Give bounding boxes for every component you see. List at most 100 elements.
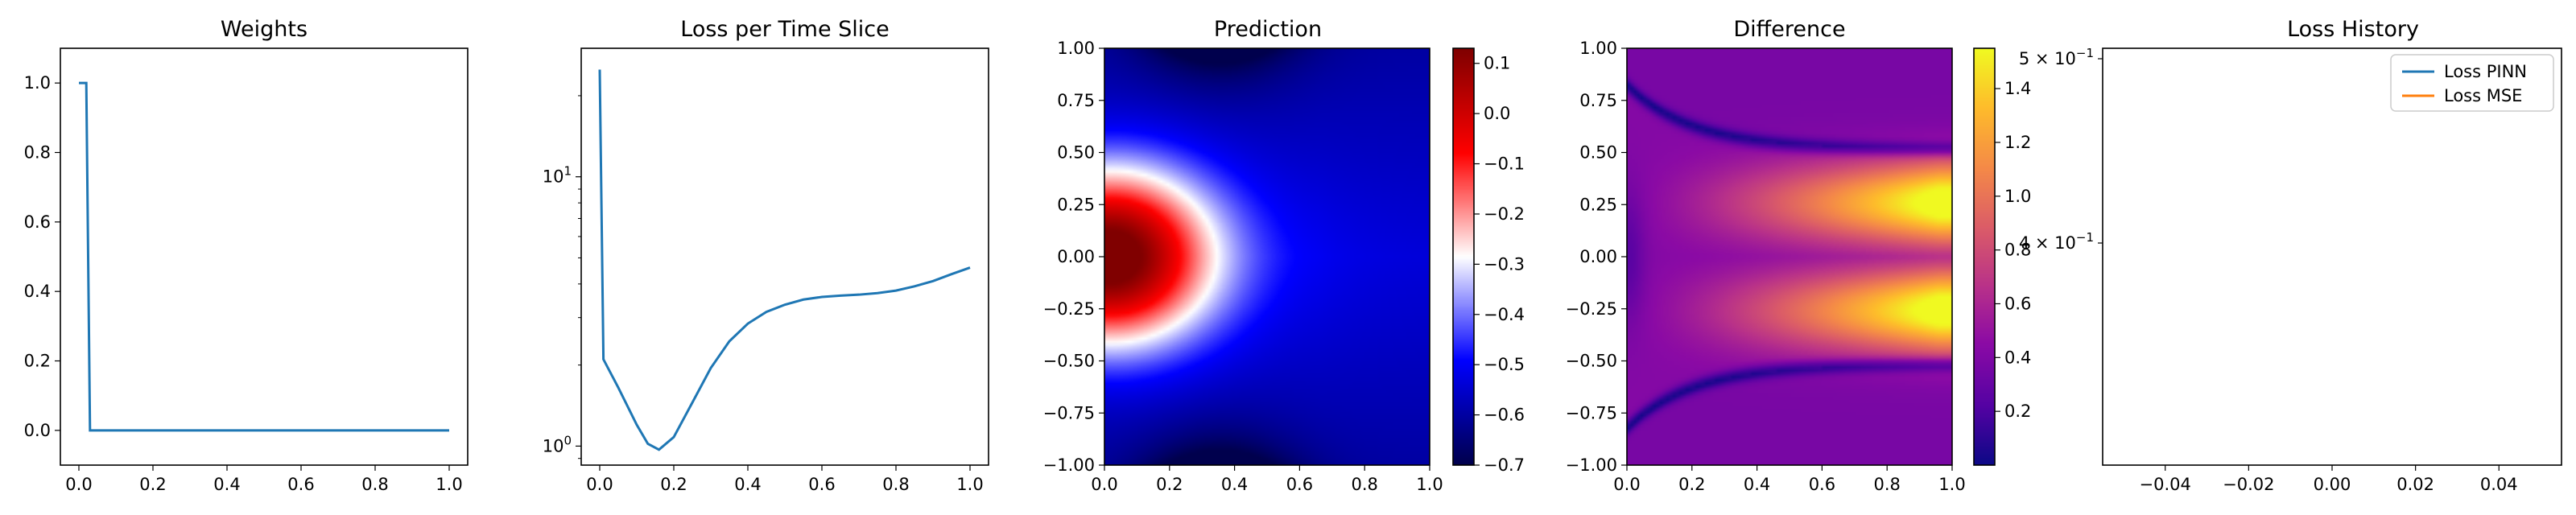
x-tick-label: 0.04 [2480,475,2518,494]
y-tick-label: −1.00 [1043,455,1095,475]
y-tick: 0.25 [1579,195,1627,214]
y-tick-label: 0.25 [1057,195,1095,214]
x-tick-label: 0.0 [1613,475,1640,494]
x-tick-label: 0.00 [2314,475,2351,494]
x-tick-label: 0.4 [213,475,240,494]
y-tick-label: 100 [543,433,572,455]
x-tick-label: 0.4 [1744,475,1770,494]
loss-slice-x-ticks: 0.0 0.2 0.4 0.6 0.8 1.0 [586,465,984,494]
x-tick-label: 0.6 [808,475,835,494]
x-tick-label: 0.8 [882,475,909,494]
x-tick: 0.6 [1809,465,1835,494]
colorbar-tick: −0.6 [1474,406,1525,425]
y-tick-label: −0.50 [1043,352,1095,371]
x-tick-label: 0.02 [2396,475,2434,494]
x-tick-label: 0.2 [660,475,687,494]
x-tick: 0.02 [2396,465,2434,494]
colorbar-tick-label: 0.0 [1484,104,1510,123]
y-tick-log: 4 × 10−1 [2019,230,2103,253]
x-tick: 0.4 [1744,465,1770,494]
colorbar-tick: −0.5 [1474,355,1525,374]
x-tick-label: 0.2 [1156,475,1183,494]
y-tick: −0.75 [1566,403,1627,422]
x-tick-label: 0.8 [1351,475,1377,494]
x-tick-label: 0.8 [1873,475,1900,494]
y-tick-label: 0.0 [24,421,51,440]
colorbar-tick: 1.2 [1995,133,2031,152]
loss-slice-axes-frame [580,47,989,466]
colorbar-tick: 0.0 [1474,104,1510,123]
y-tick: −0.50 [1043,352,1104,371]
y-tick: −0.25 [1043,299,1104,319]
prediction-colorbar-frame [1452,47,1475,466]
y-tick: 0.75 [1579,91,1627,110]
loss-history-x-ticks: −0.04 −0.02 0.00 0.02 0.04 [2140,465,2518,494]
x-tick: 1.0 [1938,465,1966,494]
y-tick: 0.00 [1057,247,1104,266]
colorbar-tick: 1.0 [1995,187,2031,206]
y-tick: 0.6 [24,212,60,232]
y-tick-log: 5 × 10−1 [2019,46,2103,68]
x-tick-label: 0.6 [287,475,314,494]
difference-y-ticks: 1.00 0.75 0.50 0.25 0.00 −0.25 −0.50 −0.… [1566,39,1627,475]
y-tick: 0.75 [1057,91,1104,110]
y-tick: −1.00 [1043,455,1104,475]
x-tick: 0.2 [660,465,687,494]
y-tick: 0.8 [24,143,60,163]
colorbar-tick: −0.3 [1474,254,1525,274]
colorbar-tick: −0.1 [1474,154,1525,174]
y-tick-label: 0.00 [1057,247,1095,266]
y-tick: 1.0 [24,73,60,93]
prediction-colorbar [1453,48,1474,465]
difference-heatmap [1627,48,1952,465]
y-tick-label: 1.00 [1057,39,1095,58]
loss-slice-series-line [598,69,971,451]
x-tick-label: 0.4 [1221,475,1248,494]
colorbar-tick-label: 0.4 [2004,348,2031,367]
y-tick-label: 0.6 [24,212,51,232]
y-tick: −0.25 [1566,299,1627,319]
y-tick: −1.00 [1566,455,1627,475]
panel-weights: Weights 0.0 0.2 0.4 0.6 0.8 1.0 0.0 0.2 … [24,17,469,494]
x-tick-label: 0.6 [1286,475,1313,494]
y-tick-label: −0.50 [1566,352,1617,371]
x-tick: 0.4 [1221,465,1248,494]
colorbar-tick: 0.6 [1995,294,2031,313]
x-tick-label: −0.02 [2223,475,2274,494]
x-tick: 1.0 [436,465,463,494]
y-tick-label: 0.75 [1579,91,1617,110]
colorbar-tick-label: −0.7 [1484,455,1525,475]
y-tick-label: −0.75 [1043,403,1095,422]
y-tick: 0.0 [24,421,60,440]
x-tick: 1.0 [1416,465,1443,494]
x-tick: 0.6 [1286,465,1313,494]
x-tick: 1.0 [956,465,984,494]
legend-label-loss-pinn: Loss PINN [2444,62,2527,81]
loss-slice-title: Loss per Time Slice [680,17,890,42]
difference-colorbar-ticks: 1.4 1.2 1.0 0.8 0.6 0.4 0.2 [1995,79,2031,421]
x-tick: 0.8 [361,465,389,494]
y-tick: 1.00 [1579,39,1627,58]
y-tick: −0.50 [1566,352,1627,371]
prediction-heatmap [1104,48,1430,465]
x-tick-label: −0.04 [2140,475,2191,494]
x-tick: 0.8 [1873,465,1901,494]
weights-axes-frame [60,47,469,466]
weights-x-ticks: 0.0 0.2 0.4 0.6 0.8 1.0 [65,465,463,494]
y-tick-label: 0.8 [24,143,51,163]
difference-colorbar-frame [1973,47,1996,466]
colorbar-tick: 0.8 [1995,241,2031,260]
x-tick-label: 0.0 [1091,475,1117,494]
y-tick: 0.00 [1579,247,1627,266]
y-tick-label: 101 [543,164,572,187]
x-tick: −0.02 [2223,465,2275,494]
prediction-x-ticks: 0.0 0.2 0.4 0.6 0.8 1.0 [1091,465,1443,494]
panel-prediction: Prediction 0.0 0.2 0.4 0.6 0.8 1.0 1.00 … [1043,17,1525,494]
x-tick-label: 1.0 [1938,475,1965,494]
y-tick-label: 0.50 [1579,143,1617,163]
x-tick: 0.2 [1678,465,1706,494]
y-tick-label: 0.75 [1057,91,1095,110]
y-tick-label: 0.25 [1579,195,1617,214]
colorbar-tick-label: −0.2 [1484,204,1525,224]
